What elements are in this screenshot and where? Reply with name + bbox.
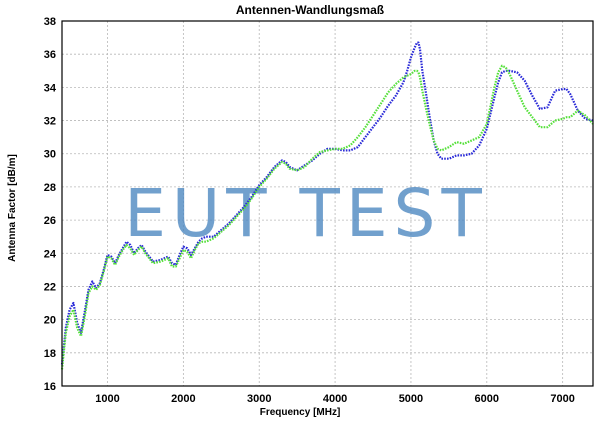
y-tick-label: 38 (44, 16, 56, 28)
y-axis-label: Antenna Factor [dB/m] (7, 154, 18, 262)
y-tick-label: 36 (44, 49, 56, 61)
series-line-1 (60, 41, 594, 365)
x-tick-label: 2000 (171, 393, 195, 405)
y-tick-label: 18 (44, 348, 56, 360)
y-tick-label: 24 (44, 248, 57, 260)
watermark: EUT TEST (124, 175, 488, 252)
series-layer (60, 41, 594, 370)
y-tick-label: 28 (44, 182, 56, 194)
tick-labels: 16 18 20 22 24 26 28 30 32 34 36 38 1000 2000 3000 4000… (44, 16, 575, 405)
y-tick-label: 26 (44, 215, 56, 227)
y-tick-label: 16 (44, 381, 56, 393)
x-tick-label: 3000 (247, 393, 271, 405)
x-tick-label: 5000 (399, 393, 423, 405)
watermark-layer: EUT TEST (124, 175, 488, 252)
series-line-2 (60, 64, 594, 370)
x-tick-label: 6000 (475, 393, 499, 405)
y-tick-label: 20 (44, 315, 56, 327)
plot-frame (61, 20, 594, 387)
y-tick-label: 32 (44, 116, 56, 128)
y-tick-label: 34 (44, 82, 57, 94)
x-tick-label: 4000 (323, 393, 347, 405)
y-tick-label: 30 (44, 149, 56, 161)
x-tick-label: 7000 (550, 393, 574, 405)
x-tick-label: 1000 (95, 393, 119, 405)
grid (62, 20, 593, 387)
x-axis-label: Frequency [MHz] (260, 407, 341, 418)
y-tick-label: 22 (44, 281, 56, 293)
chart-title: Antennen-Wandlungsmaß (236, 3, 384, 17)
